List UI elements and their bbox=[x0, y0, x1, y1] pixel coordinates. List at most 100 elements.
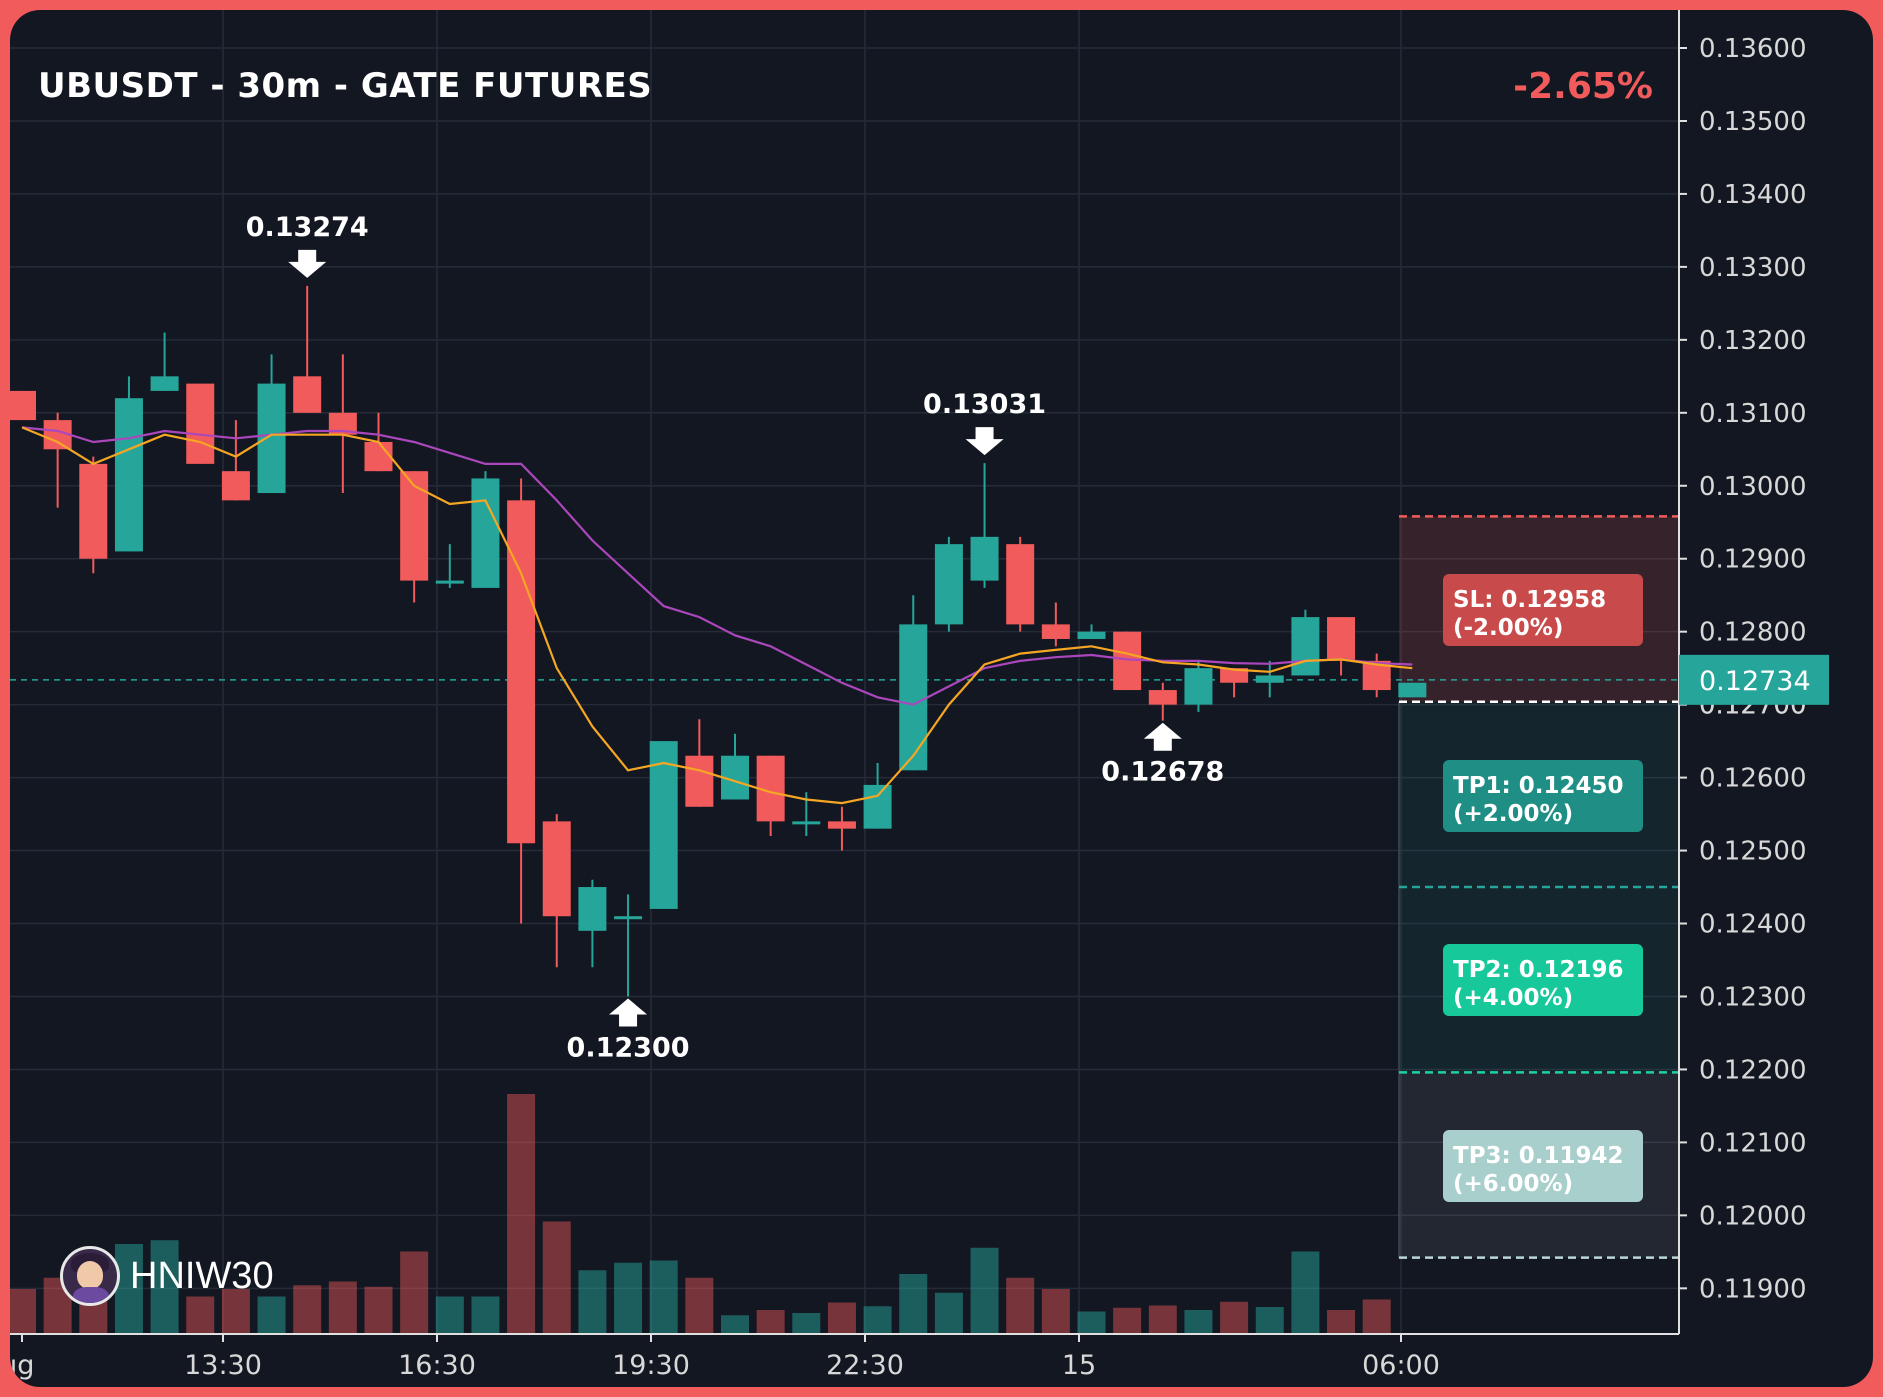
volume-bar bbox=[507, 1094, 536, 1334]
volume-bar bbox=[293, 1285, 322, 1334]
candle-body bbox=[1291, 617, 1320, 676]
candle-body bbox=[685, 755, 714, 807]
volume-bar bbox=[1077, 1311, 1106, 1334]
x-tick-label: 16:30 bbox=[398, 1350, 476, 1381]
avatar-icon bbox=[60, 1246, 120, 1306]
arrow-down-icon bbox=[288, 249, 327, 278]
candle-body bbox=[221, 471, 250, 501]
candle-body bbox=[649, 741, 678, 909]
price-high-label: 0.13031 bbox=[923, 389, 1046, 420]
tp1-label-price: TP1: 0.12450 bbox=[1453, 773, 1624, 799]
candle-body bbox=[1148, 690, 1177, 705]
y-tick-label: 0.12300 bbox=[1699, 982, 1807, 1012]
candle-body bbox=[1327, 617, 1356, 661]
candle-body bbox=[934, 544, 963, 625]
candle-body bbox=[863, 784, 892, 829]
x-tick-label: 06:00 bbox=[1362, 1350, 1440, 1381]
candle-body bbox=[10, 390, 36, 421]
volume-bar bbox=[1327, 1310, 1356, 1334]
y-tick-label: 0.12200 bbox=[1699, 1055, 1807, 1085]
volume-bar bbox=[685, 1277, 714, 1334]
sl-label-price: SL: 0.12958 bbox=[1453, 587, 1606, 613]
volume-bar bbox=[1255, 1307, 1284, 1334]
tp2-label-percent: (+4.00%) bbox=[1453, 985, 1573, 1011]
volume-bar bbox=[114, 1244, 143, 1334]
candle-body bbox=[364, 441, 393, 472]
arrow-up-icon bbox=[609, 998, 648, 1027]
x-tick-label: 15 bbox=[1062, 1350, 1096, 1381]
candle-body bbox=[970, 536, 999, 581]
candle-body bbox=[507, 500, 536, 844]
y-tick-label: 0.13400 bbox=[1699, 180, 1807, 210]
volume-bar bbox=[649, 1260, 678, 1334]
tp1-label: TP1: 0.12450(+2.00%) bbox=[1443, 760, 1643, 832]
symbol-title: UBUSDT - 30m - GATE FUTURES bbox=[38, 66, 653, 106]
candle-body bbox=[435, 580, 464, 584]
y-tick-label: 0.13500 bbox=[1699, 107, 1807, 137]
volume-bar bbox=[435, 1296, 464, 1334]
candle-body bbox=[1041, 624, 1070, 639]
volume-bar bbox=[186, 1296, 215, 1334]
candle-body bbox=[899, 624, 928, 771]
x-tick-label: 22:30 bbox=[826, 1350, 904, 1381]
y-tick-label: 0.12100 bbox=[1699, 1128, 1807, 1158]
volume-bar bbox=[1041, 1289, 1070, 1334]
candle-body bbox=[293, 376, 322, 413]
sl-label: SL: 0.12958(-2.00%) bbox=[1443, 574, 1643, 646]
volume-bar bbox=[614, 1262, 643, 1334]
tp1-label-percent: (+2.00%) bbox=[1453, 801, 1573, 827]
candle-body bbox=[1255, 675, 1284, 683]
candle-body bbox=[1398, 682, 1427, 698]
candle-body bbox=[471, 478, 500, 588]
y-tick-label: 0.13200 bbox=[1699, 326, 1807, 356]
volume-bar bbox=[756, 1310, 785, 1334]
volume-bar bbox=[1220, 1301, 1249, 1334]
candle-body bbox=[1077, 631, 1106, 639]
y-tick-label: 0.13600 bbox=[1699, 34, 1807, 64]
y-tick-label: 0.13100 bbox=[1699, 399, 1807, 429]
volume-bar bbox=[1291, 1251, 1320, 1334]
volume-bar bbox=[1113, 1307, 1142, 1334]
current-price-tag bbox=[1679, 654, 1829, 705]
y-tick-label: 0.12900 bbox=[1699, 545, 1807, 575]
candle-body bbox=[186, 383, 215, 464]
arrow-up-icon bbox=[1143, 722, 1182, 751]
sl-label-percent: (-2.00%) bbox=[1453, 615, 1563, 641]
change-percent: -2.65% bbox=[1513, 66, 1653, 107]
candle-body bbox=[400, 471, 429, 581]
volume-bar bbox=[934, 1292, 963, 1334]
y-tick-label: 0.12400 bbox=[1699, 910, 1807, 940]
y-tick-label: 0.12500 bbox=[1699, 837, 1807, 867]
volume-bar bbox=[1362, 1299, 1391, 1334]
candle-body bbox=[827, 821, 856, 829]
volume-bar bbox=[150, 1240, 179, 1334]
tp2-label-price: TP2: 0.12196 bbox=[1453, 957, 1624, 983]
brand-watermark: HNIW30 bbox=[60, 1246, 274, 1306]
volume-bar bbox=[257, 1296, 286, 1334]
y-tick-label: 0.12800 bbox=[1699, 618, 1807, 648]
volume-bar bbox=[899, 1274, 928, 1334]
x-tick-label: ıg bbox=[10, 1350, 34, 1381]
volume-bar bbox=[400, 1251, 429, 1334]
x-tick-label: 13:30 bbox=[184, 1350, 262, 1381]
volume-bar bbox=[970, 1247, 999, 1334]
y-tick-label: 0.11900 bbox=[1699, 1274, 1807, 1304]
volume-bar bbox=[863, 1306, 892, 1334]
volume-bar bbox=[721, 1315, 749, 1334]
candle-body bbox=[1220, 668, 1249, 683]
tp3-label: TP3: 0.11942(+6.00%) bbox=[1443, 1130, 1643, 1202]
candle-body bbox=[542, 821, 571, 917]
ema-slow-line bbox=[21, 426, 1413, 706]
candle-body bbox=[79, 463, 108, 559]
volume-bar bbox=[471, 1296, 500, 1334]
candle-body bbox=[578, 887, 607, 931]
candle-body bbox=[150, 376, 179, 391]
volume-bar bbox=[542, 1221, 571, 1334]
candle-body bbox=[1006, 544, 1035, 625]
price-low-label: 0.12300 bbox=[567, 1032, 690, 1063]
volume-bar bbox=[1184, 1310, 1213, 1334]
candle-body bbox=[257, 383, 286, 494]
tp3-label-percent: (+6.00%) bbox=[1453, 1171, 1573, 1197]
tp2-label: TP2: 0.12196(+4.00%) bbox=[1443, 944, 1643, 1016]
